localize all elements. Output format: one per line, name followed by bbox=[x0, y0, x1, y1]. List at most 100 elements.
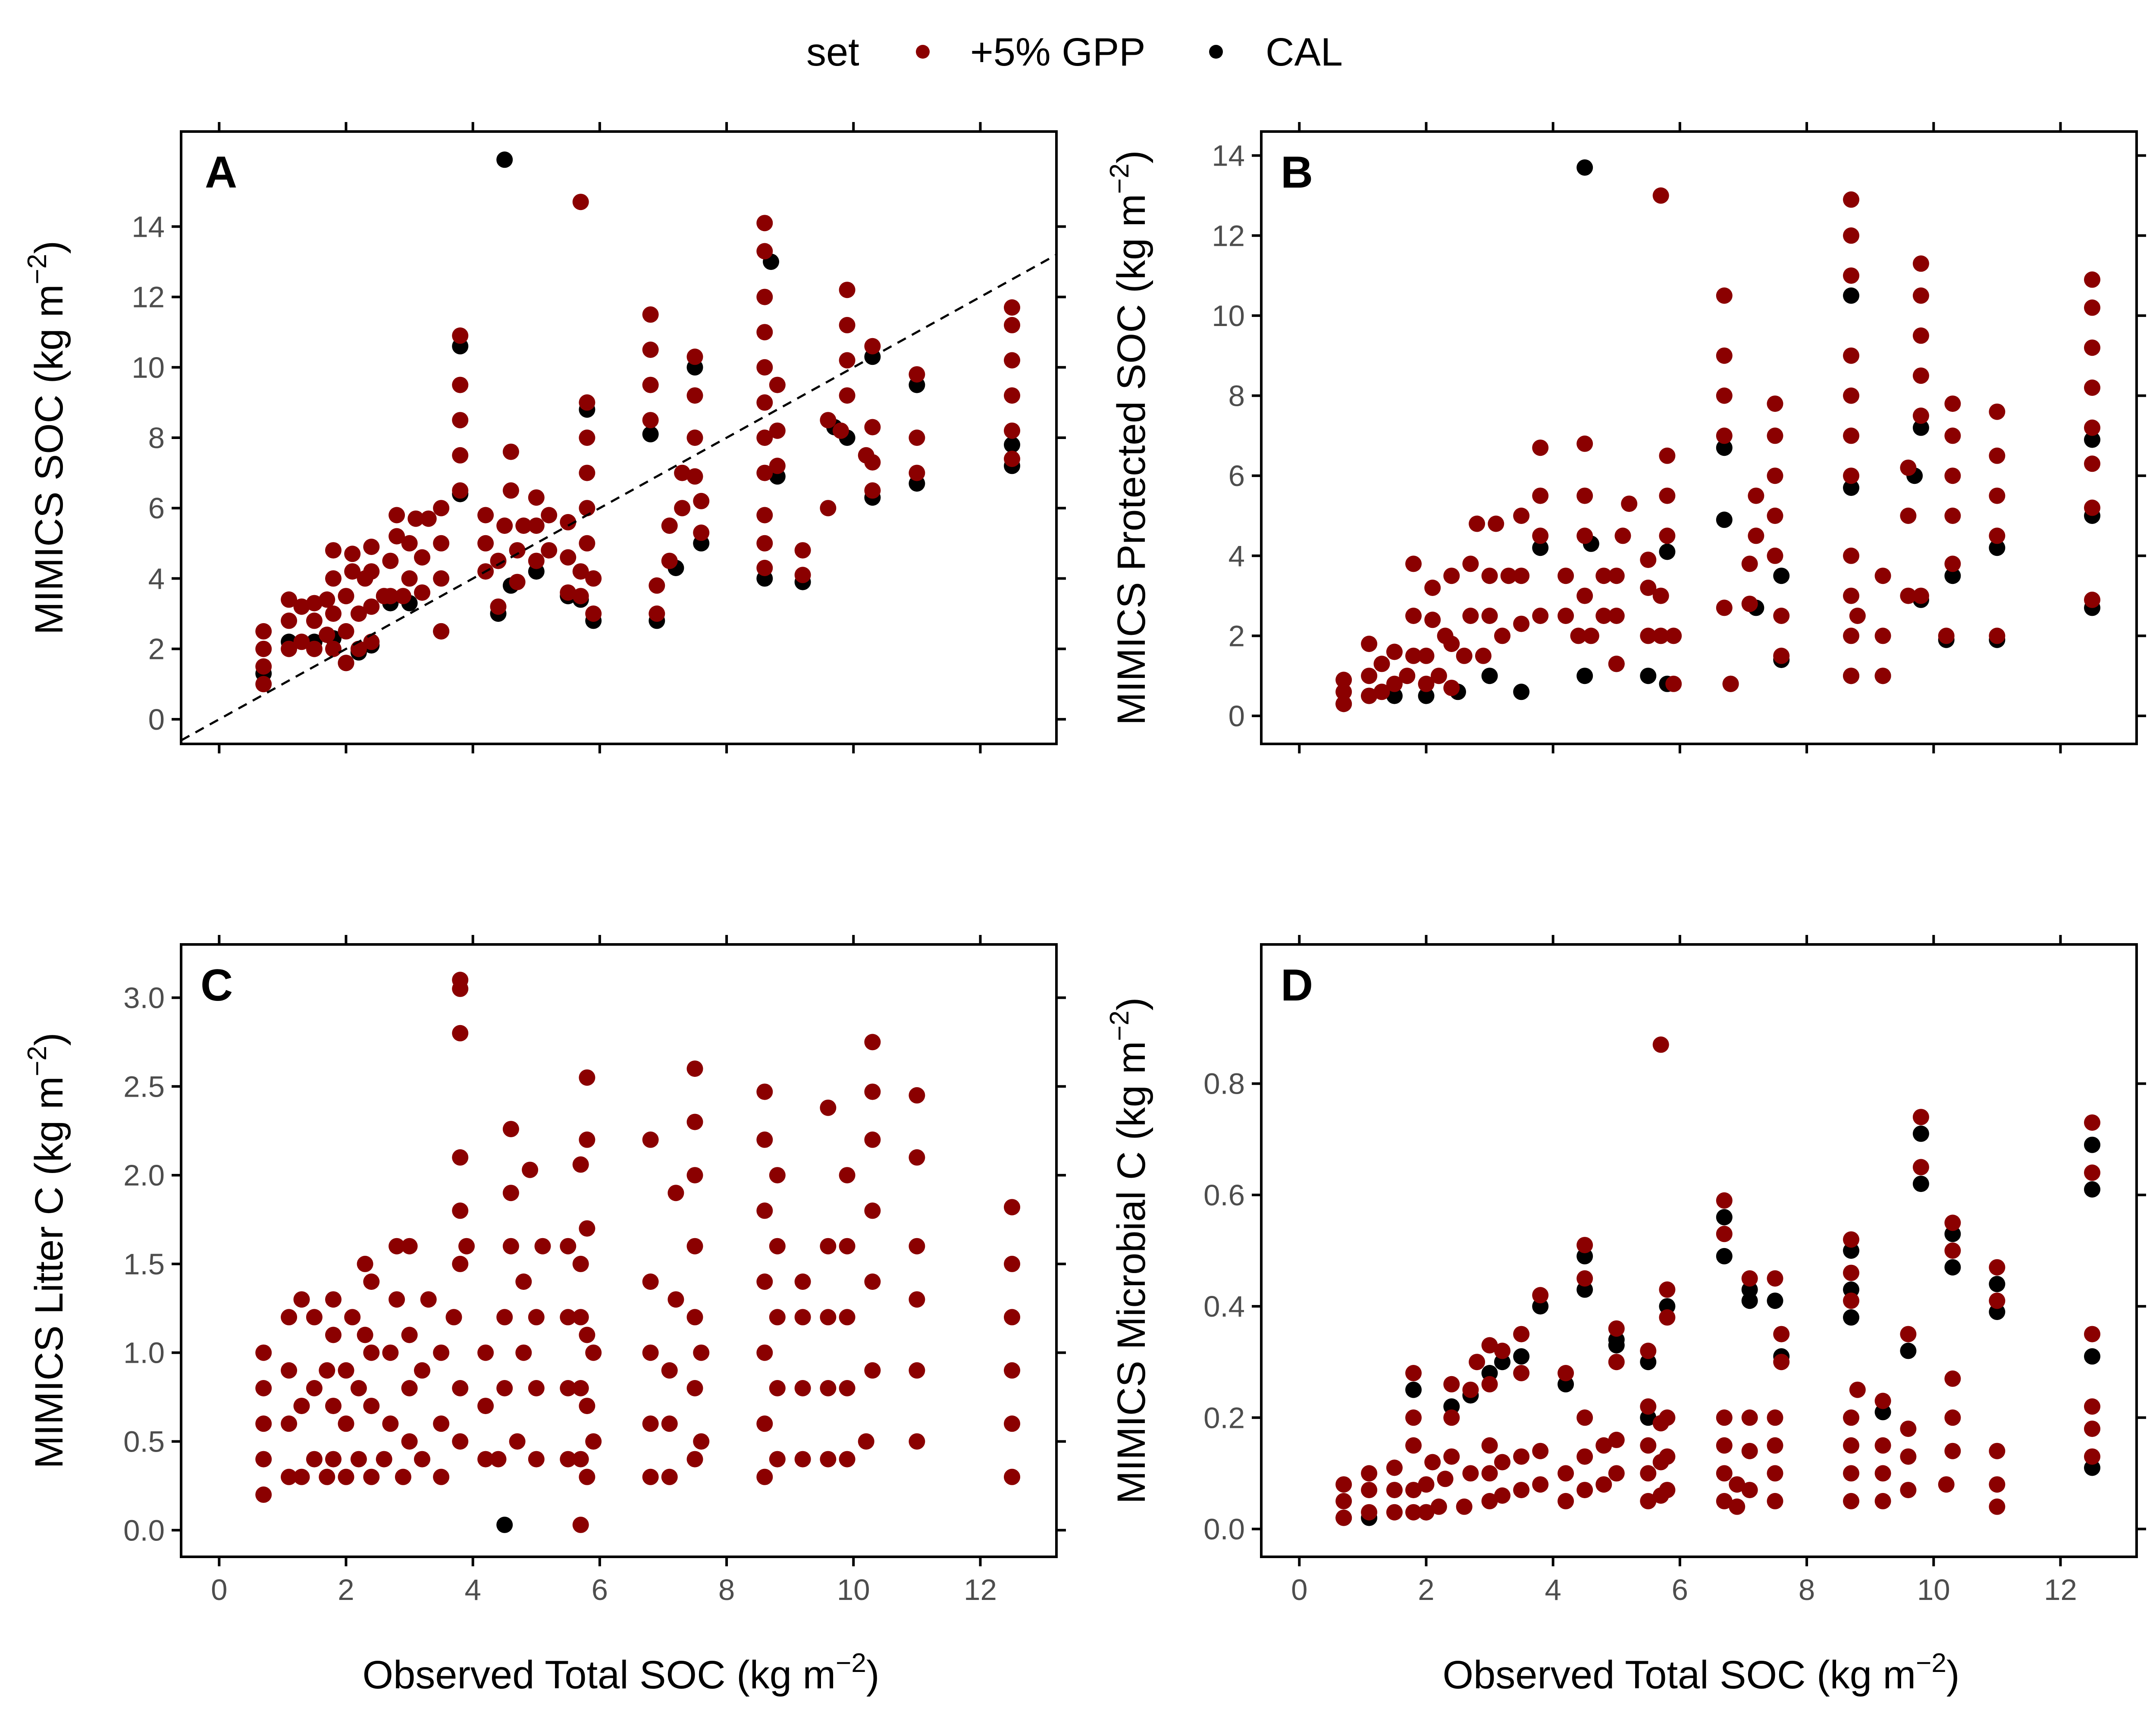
panel-c-point-gpp bbox=[433, 1468, 450, 1485]
panel-c-point-gpp bbox=[502, 1238, 519, 1255]
y-tick-label: 2 bbox=[1228, 619, 1245, 652]
panel-d-point-gpp bbox=[1335, 1476, 1352, 1493]
y-tick-label: 0.6 bbox=[1203, 1179, 1245, 1212]
panel-d-point-gpp bbox=[1773, 1326, 1790, 1342]
panel-b-point-gpp bbox=[1361, 668, 1378, 684]
panel-a-point-gpp bbox=[389, 528, 405, 545]
panel-b-point-cal bbox=[1481, 668, 1498, 684]
panel-c-point-gpp bbox=[642, 1415, 659, 1432]
panel-b-point-cal bbox=[1843, 287, 1859, 304]
panel-b-point-gpp bbox=[1640, 552, 1657, 568]
panel-c-point-gpp bbox=[452, 1149, 469, 1166]
panel-a-point-gpp bbox=[693, 524, 710, 541]
panel-c-point-gpp bbox=[452, 1433, 469, 1450]
panel-c-point-gpp bbox=[820, 1309, 837, 1326]
panel-d-point-gpp bbox=[1386, 1504, 1403, 1521]
panel-c-points bbox=[255, 972, 1020, 1533]
panel-d-point-gpp bbox=[1741, 1409, 1758, 1426]
panel-b-point-gpp bbox=[1767, 547, 1783, 564]
panel-a-point-gpp bbox=[433, 535, 450, 552]
panel-c-point-gpp bbox=[477, 1398, 494, 1414]
panel-a-point-gpp bbox=[433, 570, 450, 587]
panel-d: 0 2 4 6 8 10 12 0.0 0.2 0.4 0.6 0.8 D MIMICS Micro… bbox=[1105, 935, 2146, 1697]
panel-d-point-gpp bbox=[1405, 1482, 1422, 1499]
panel-b-point-gpp bbox=[1576, 435, 1593, 452]
panel-c-point-gpp bbox=[667, 1291, 684, 1308]
panel-a-point-gpp bbox=[909, 464, 925, 481]
panel-c-point-gpp bbox=[661, 1362, 678, 1379]
panel-b-point-gpp bbox=[1900, 587, 1917, 604]
y-tick-label: 3.0 bbox=[123, 981, 165, 1014]
x-tick-label: 10 bbox=[837, 1573, 870, 1606]
panel-b-point-gpp bbox=[2084, 380, 2100, 396]
panel-d-point-gpp bbox=[1405, 1365, 1422, 1381]
panel-c-point-gpp bbox=[572, 1156, 589, 1173]
panel-a-y-ticks: 0 2 4 6 8 10 12 14 bbox=[132, 210, 1066, 736]
panel-d-point-gpp bbox=[1640, 1465, 1657, 1482]
legend-title: set bbox=[806, 30, 859, 74]
panel-c-point-gpp bbox=[839, 1380, 856, 1396]
panel-c-y-ticks: 0.0 0.5 1.0 1.5 2.0 2.5 3.0 bbox=[123, 981, 1066, 1547]
panel-a-point-gpp bbox=[509, 574, 526, 590]
panel-d-point-gpp bbox=[1513, 1365, 1530, 1381]
panel-a-point-gpp bbox=[642, 412, 659, 429]
panel-d-point-gpp bbox=[1494, 1342, 1510, 1359]
panel-a-point-gpp bbox=[839, 317, 856, 333]
panel-d-point-gpp bbox=[1576, 1482, 1593, 1499]
panel-b-point-cal bbox=[1659, 543, 1676, 560]
panel-b-point-gpp bbox=[1513, 568, 1530, 584]
panel-a-point-gpp bbox=[281, 612, 298, 629]
panel-c-point-gpp bbox=[579, 1468, 595, 1485]
panel-b-point-gpp bbox=[1513, 508, 1530, 524]
panel-c-point-gpp bbox=[255, 1380, 272, 1396]
panel-a-point-gpp bbox=[528, 518, 545, 534]
panel-d-point-gpp bbox=[1557, 1493, 1574, 1509]
panel-a-point-gpp bbox=[1004, 451, 1020, 467]
panel-b-point-gpp bbox=[1570, 627, 1587, 644]
panel-d-point-gpp bbox=[1716, 1493, 1733, 1509]
panel-c-point-gpp bbox=[401, 1238, 418, 1255]
panel-b-point-gpp bbox=[1989, 627, 2006, 644]
y-tick-label: 14 bbox=[1212, 139, 1245, 172]
panel-a-point-gpp bbox=[572, 194, 589, 210]
panel-a-point-gpp bbox=[401, 570, 418, 587]
panel-a-point-gpp bbox=[414, 549, 430, 566]
panel-a-point-gpp bbox=[585, 570, 602, 587]
panel-a-point-gpp bbox=[864, 454, 881, 471]
panel-d-point-gpp bbox=[1481, 1337, 1498, 1354]
panel-a-point-gpp bbox=[389, 507, 405, 524]
panel-b-point-gpp bbox=[1773, 608, 1790, 624]
panel-a-points bbox=[255, 151, 1020, 693]
panel-d-point-gpp bbox=[1900, 1448, 1917, 1465]
panel-c-point-gpp bbox=[382, 1415, 399, 1432]
panel-c-point-gpp bbox=[363, 1468, 380, 1485]
y-tick-label: 0.5 bbox=[123, 1425, 165, 1458]
panel-c-point-gpp bbox=[864, 1273, 881, 1290]
panel-b-point-gpp bbox=[1912, 408, 1929, 424]
panel-c-point-gpp bbox=[579, 1069, 595, 1086]
panel-c-point-gpp bbox=[509, 1433, 526, 1450]
panel-c-point-gpp bbox=[839, 1167, 856, 1184]
panel-d-point-gpp bbox=[1843, 1231, 1859, 1248]
panel-b-point-gpp bbox=[1418, 647, 1435, 664]
panel-c-point-gpp bbox=[756, 1415, 773, 1432]
panel-c-point-gpp bbox=[661, 1468, 678, 1485]
panel-d-point-gpp bbox=[1989, 1292, 2006, 1309]
panel-b-point-gpp bbox=[1773, 647, 1790, 664]
panel-c-point-gpp bbox=[319, 1468, 335, 1485]
panel-a-point-gpp bbox=[541, 507, 558, 524]
panel-d-point-gpp bbox=[1843, 1465, 1859, 1482]
panel-a: 0 2 4 6 8 10 12 14 A MIMICS SOC (kg m−2) bbox=[22, 122, 1066, 753]
panel-b-point-gpp bbox=[1944, 555, 1961, 572]
panel-b-point-gpp bbox=[1944, 395, 1961, 412]
panel-c-point-gpp bbox=[769, 1451, 786, 1468]
panel-d-point-cal bbox=[1900, 1342, 1917, 1359]
panel-b-point-gpp bbox=[1843, 587, 1859, 604]
y-tick-label: 6 bbox=[148, 492, 165, 525]
panel-d-y-ticks: 0.0 0.2 0.4 0.6 0.8 bbox=[1203, 1067, 2146, 1546]
panel-b-point-gpp bbox=[1989, 403, 2006, 420]
panel-c-y-title: MIMICS Litter C (kg m−2) bbox=[22, 1032, 71, 1468]
panel-c-point-gpp bbox=[820, 1451, 837, 1468]
panel-d-point-gpp bbox=[1494, 1454, 1510, 1471]
panel-d-point-gpp bbox=[1900, 1421, 1917, 1437]
